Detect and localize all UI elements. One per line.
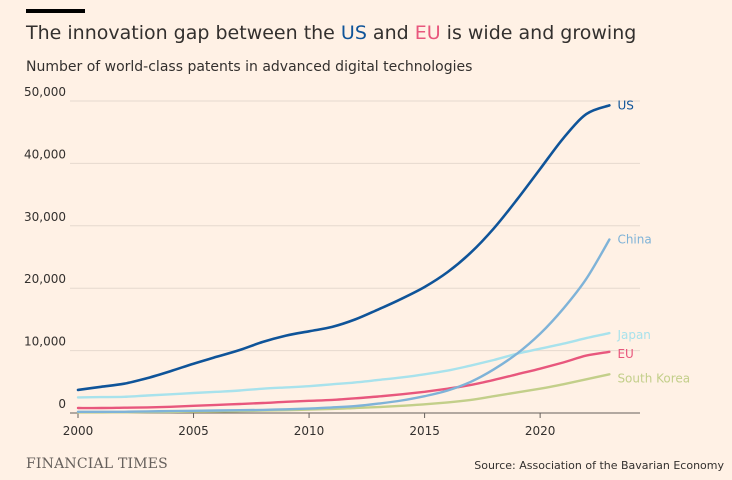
y-tick-label: 10,000 — [24, 335, 66, 349]
series-line-china — [76, 238, 611, 414]
source-note: Source: Association of the Bavarian Econ… — [474, 459, 724, 472]
y-tick-label: 30,000 — [24, 210, 66, 224]
title-mid: and — [366, 22, 415, 44]
title-prefix: The innovation gap between the — [26, 22, 341, 44]
series-label-japan: Japan — [616, 328, 650, 342]
y-tick-label: 20,000 — [24, 272, 66, 286]
series-label-south-korea: South Korea — [617, 371, 690, 385]
series-label-eu: EU — [617, 347, 633, 361]
chart-subtitle: Number of world-class patents in advance… — [26, 59, 473, 75]
title-eu: EU — [414, 22, 441, 44]
x-tick-label: 2020 — [525, 424, 556, 438]
y-tick-label: 50,000 — [24, 85, 66, 99]
series-line-eu — [76, 350, 611, 410]
y-tick-label: 0 — [58, 397, 66, 411]
series-line-us — [76, 104, 611, 392]
title-suffix: is wide and growing — [440, 22, 637, 44]
x-tick-label: 2015 — [409, 424, 440, 438]
y-tick-label: 40,000 — [24, 147, 66, 161]
brand-logo-text: FINANCIAL TIMES — [26, 456, 168, 472]
chart-title: The innovation gap between the US and EU… — [26, 22, 636, 44]
series-label-us: US — [617, 98, 633, 112]
title-us: US — [340, 22, 367, 44]
x-tick-label: 2005 — [178, 424, 209, 438]
series-label-china: China — [617, 233, 651, 247]
top-accent-bar — [26, 9, 85, 13]
x-tick-label: 2000 — [63, 424, 94, 438]
x-tick-label: 2010 — [294, 424, 325, 438]
